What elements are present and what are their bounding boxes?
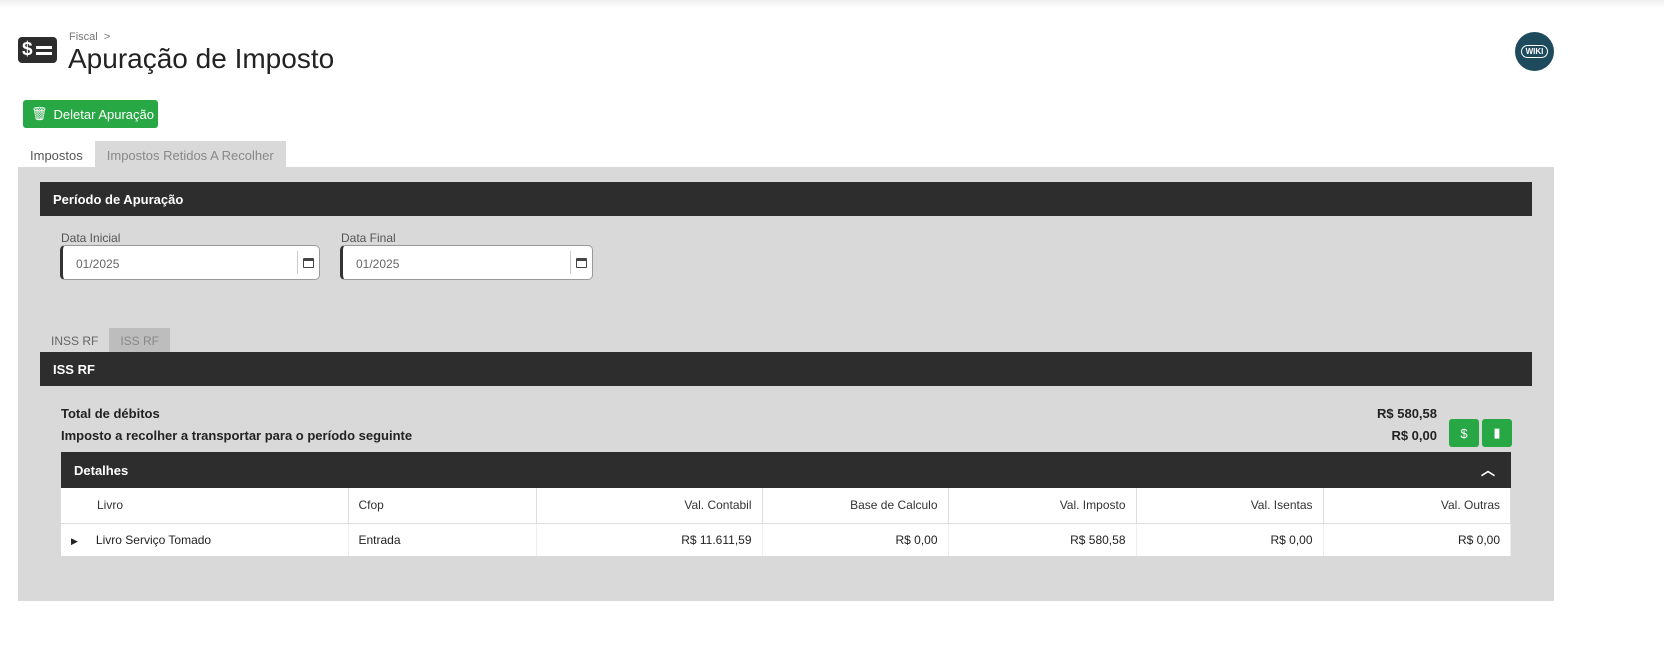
cell-val-isentas: R$ 0,00 xyxy=(1136,523,1324,556)
cell-val-imposto: R$ 580,58 xyxy=(948,523,1137,556)
data-final-input[interactable]: 01/2025 xyxy=(340,245,593,280)
cell-base-calculo: R$ 0,00 xyxy=(762,523,949,556)
col-val-contabil: Val. Contabil xyxy=(536,488,763,524)
tab-iss-rf[interactable]: ISS RF xyxy=(109,328,171,352)
data-inicial-label: Data Inicial xyxy=(61,231,121,245)
calendar-icon[interactable] xyxy=(570,251,592,274)
col-val-isentas: Val. Isentas xyxy=(1136,488,1324,524)
detalhes-title: Detalhes xyxy=(74,462,129,478)
file-icon-button[interactable]: ▮ xyxy=(1482,419,1512,447)
delete-label: Deletar Apuração xyxy=(53,106,154,122)
recolher-value: R$ 0,00 xyxy=(1391,428,1437,443)
cell-cfop: Entrada xyxy=(348,523,537,556)
data-inicial-value: 01/2025 xyxy=(76,257,120,271)
data-inicial-input[interactable]: 01/2025 xyxy=(60,245,320,280)
top-shadow xyxy=(0,0,1664,8)
chevron-up-icon[interactable]: ︿ xyxy=(1481,462,1495,478)
wiki-icon: WIKI xyxy=(1520,45,1549,58)
expand-caret-icon[interactable]: ▶ xyxy=(71,535,78,546)
periodo-header: Período de Apuração xyxy=(40,182,1532,216)
calendar-icon[interactable] xyxy=(297,251,319,274)
table-row[interactable]: ▶ Livro Serviço Tomado Entrada R$ 11.611,… xyxy=(61,523,1511,556)
total-debitos-label: Total de débitos xyxy=(61,406,160,421)
cell-val-outras: R$ 0,00 xyxy=(1323,523,1511,556)
dollar-list-icon: $ xyxy=(18,37,57,63)
tab-impostos-retidos[interactable]: Impostos Retidos A Recolher xyxy=(94,141,286,167)
main-panel: Período de Apuração Data Inicial 01/2025… xyxy=(18,167,1554,601)
breadcrumb-fiscal[interactable]: Fiscal xyxy=(69,31,98,43)
tab-impostos[interactable]: Impostos xyxy=(30,148,83,163)
col-cfop: Cfop xyxy=(348,488,537,524)
tab-inss-rf[interactable]: INSS RF xyxy=(51,334,99,348)
wiki-button[interactable]: WIKI xyxy=(1515,32,1554,71)
cell-livro: ▶ Livro Serviço Tomado xyxy=(61,523,349,556)
data-final-label: Data Final xyxy=(341,231,396,245)
money-icon-button[interactable]: $ xyxy=(1449,419,1479,447)
main-tabs: Impostos Impostos Retidos A Recolher xyxy=(18,141,286,167)
detalhes-header: Detalhes ︿ xyxy=(61,452,1511,488)
iss-header: ISS RF xyxy=(40,352,1532,386)
col-val-imposto: Val. Imposto xyxy=(948,488,1137,524)
cell-val-contabil: R$ 11.611,59 xyxy=(536,523,763,556)
total-debitos-value: R$ 580,58 xyxy=(1377,406,1437,421)
delete-apuracao-button[interactable]: 🗑 Deletar Apuração xyxy=(23,100,158,128)
detalhes-table: Livro Cfop Val. Contabil Base de Calculo… xyxy=(61,488,1511,556)
trash-icon: 🗑 xyxy=(31,106,48,121)
page-title: Apuração de Imposto xyxy=(68,43,335,74)
livro-value: Livro Serviço Tomado xyxy=(95,532,212,547)
breadcrumb[interactable]: Fiscal > xyxy=(69,31,110,43)
recolher-label: Imposto a recolher a transportar para o … xyxy=(61,428,413,443)
col-base-calculo: Base de Calculo xyxy=(762,488,949,524)
data-final-value: 01/2025 xyxy=(356,257,400,271)
col-val-outras: Val. Outras xyxy=(1323,488,1511,524)
breadcrumb-separator: > xyxy=(103,31,111,43)
col-livro: Livro xyxy=(61,488,349,524)
sub-tabs: INSS RF ISS RF xyxy=(40,328,171,352)
